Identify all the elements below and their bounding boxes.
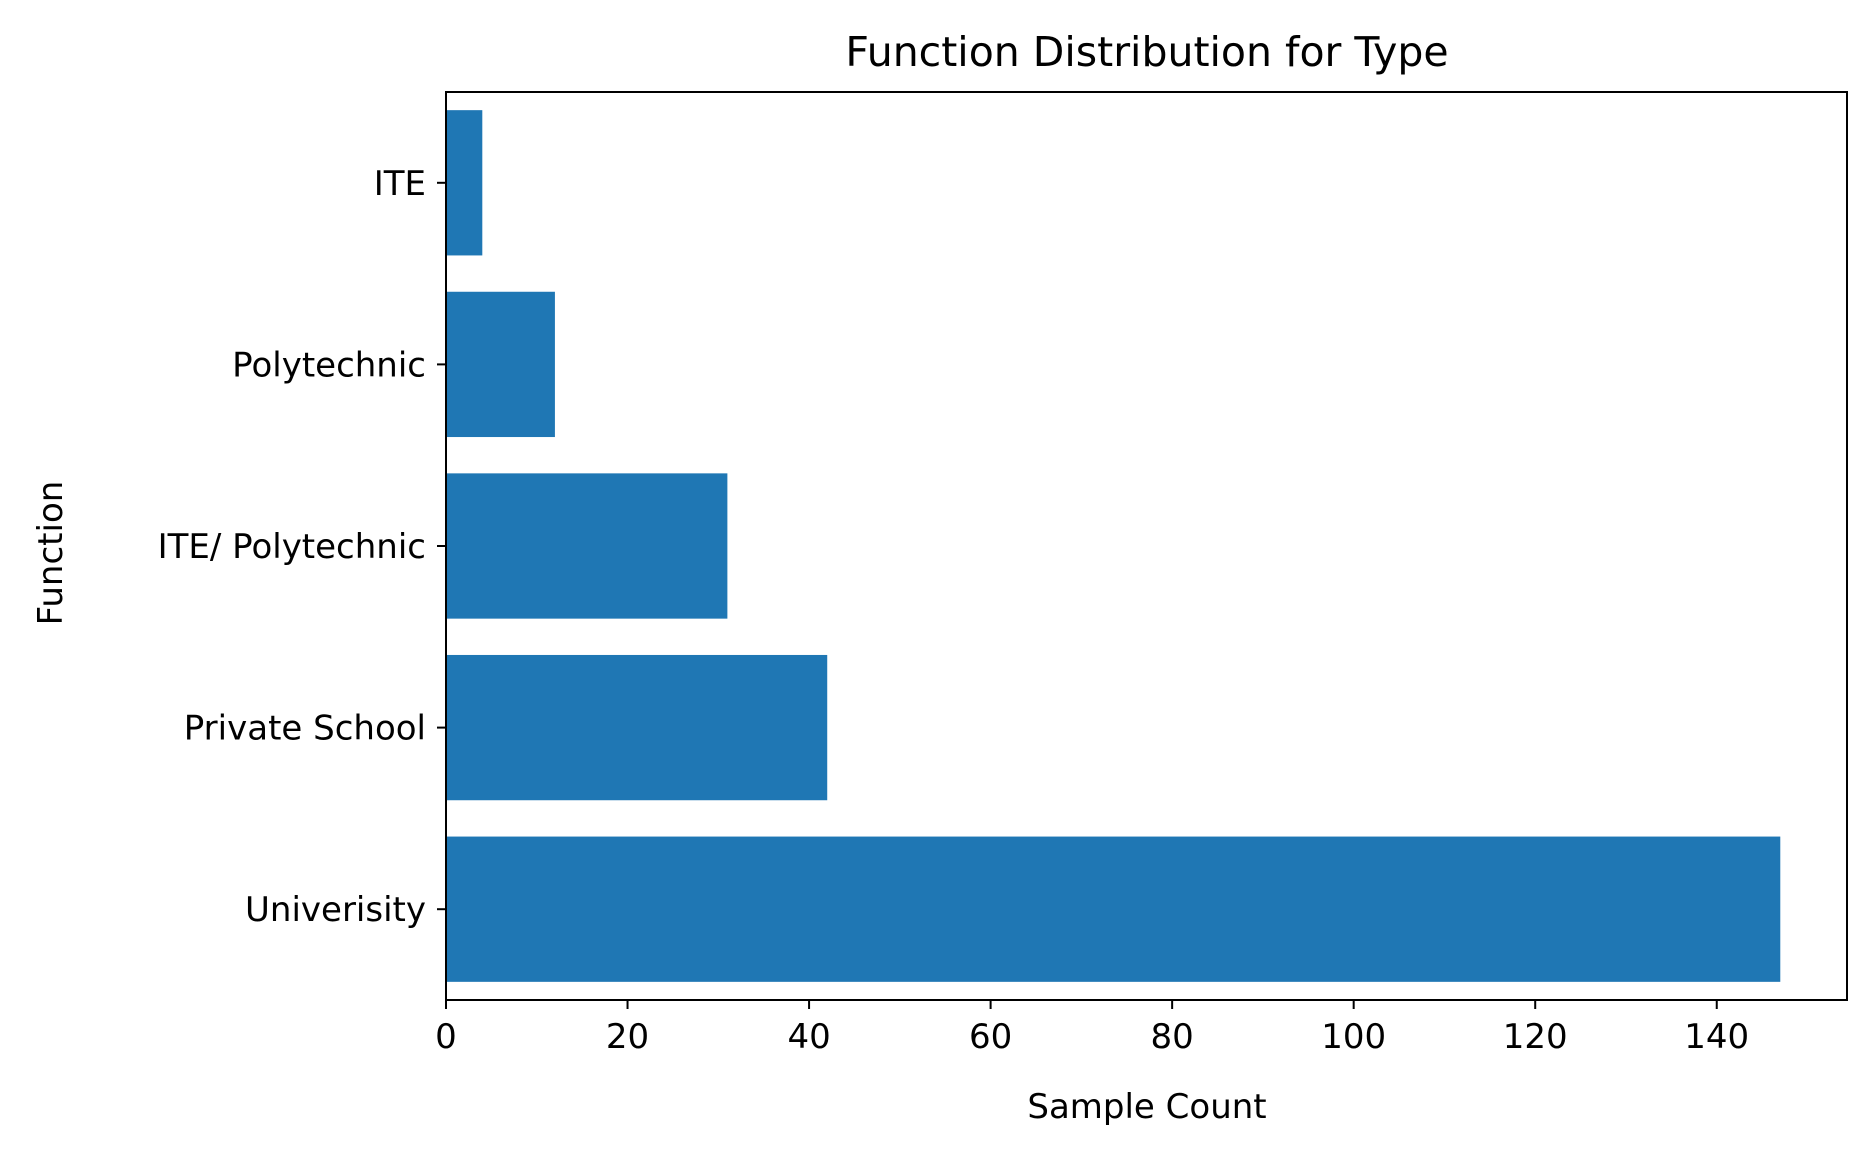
x-axis: 0 20 40 60 80 100 120 140 (435, 1000, 1749, 1057)
x-tick-label: 120 (1503, 1017, 1568, 1057)
bar-ite (446, 110, 483, 256)
bar-univerisity (446, 836, 1781, 982)
y-tick-label: Polytechnic (232, 345, 426, 385)
bar-ite-polytechnic (446, 473, 728, 619)
y-tick-label: ITE (374, 164, 426, 204)
x-tick-label: 80 (1151, 1017, 1194, 1057)
y-axis: Univerisity Private School ITE/ Polytechni… (158, 164, 446, 930)
bar-polytechnic (446, 291, 555, 438)
bar-private-school (446, 654, 828, 801)
x-axis-label: Sample Count (1027, 1087, 1266, 1127)
y-tick-label: ITE/ Polytechnic (158, 527, 426, 567)
bars-group (446, 110, 1781, 982)
chart-title: Function Distribution for Type (845, 28, 1448, 76)
plot-frame (445, 91, 1848, 1001)
x-tick-label: 140 (1684, 1017, 1749, 1057)
y-axis-label: Function (31, 481, 71, 626)
y-tick-label: Univerisity (245, 890, 426, 930)
x-tick-label: 100 (1321, 1017, 1386, 1057)
x-tick-label: 60 (969, 1017, 1012, 1057)
y-tick-label: Private School (184, 709, 426, 749)
x-tick-label: 40 (787, 1017, 830, 1057)
x-tick-label: 0 (435, 1017, 457, 1057)
x-tick-label: 20 (606, 1017, 649, 1057)
